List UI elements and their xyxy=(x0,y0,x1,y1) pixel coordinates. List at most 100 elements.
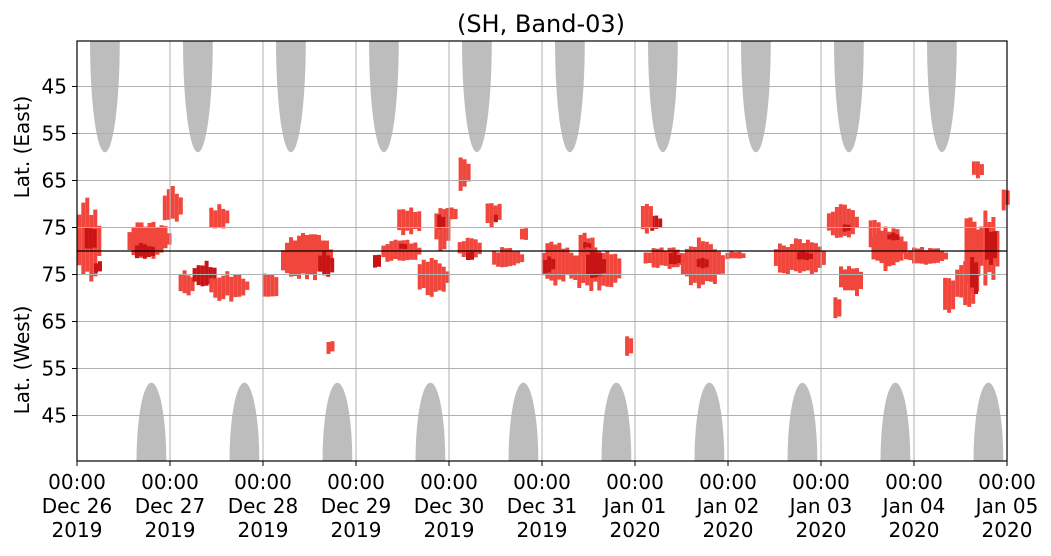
activity-cell xyxy=(245,281,250,290)
activity-cell xyxy=(947,278,952,313)
activity-cell xyxy=(590,237,595,255)
activity-cell xyxy=(97,225,102,256)
activity-cell xyxy=(493,214,498,223)
activity-cell xyxy=(241,278,246,296)
activity-patch-16 xyxy=(373,254,381,268)
activity-cell xyxy=(821,251,826,265)
activity-cell xyxy=(899,236,904,261)
activity-cell xyxy=(151,221,156,259)
activity-cell xyxy=(209,207,214,227)
activity-cell xyxy=(561,248,566,282)
y-tick-label: 55 xyxy=(42,357,67,381)
activity-cell xyxy=(330,341,335,352)
activity-cell xyxy=(405,239,410,261)
activity-cell xyxy=(648,206,653,229)
activity-cell xyxy=(421,259,426,289)
activity-cell xyxy=(477,242,482,255)
activity-patch-22 xyxy=(457,237,482,259)
activity-cell xyxy=(429,258,434,297)
activity-cell xyxy=(213,210,218,229)
y-tick-label: 65 xyxy=(42,169,67,193)
activity-cell xyxy=(733,252,738,259)
activity-cell xyxy=(629,338,634,354)
activity-cell xyxy=(879,230,884,264)
activity-cell xyxy=(684,248,689,277)
activity-cell xyxy=(979,226,984,266)
activity-cell xyxy=(221,275,226,300)
x-tick-label: 00:00 Dec 28 2019 xyxy=(228,470,299,542)
activity-cell xyxy=(658,218,663,228)
activity-cell xyxy=(578,234,583,257)
activity-cell xyxy=(166,189,171,220)
activity-cell xyxy=(976,229,981,277)
activity-patch-7 xyxy=(178,270,195,296)
no-data-region-5 xyxy=(462,41,492,153)
activity-cell xyxy=(643,252,648,264)
activity-cell xyxy=(94,263,98,273)
activity-cell xyxy=(217,204,222,228)
activity-cell xyxy=(680,254,685,275)
activity-cell xyxy=(834,207,839,238)
activity-patch-34 xyxy=(583,242,592,250)
activity-cell xyxy=(500,247,505,268)
x-tick-label: 00:00 Dec 29 2019 xyxy=(321,470,392,542)
activity-cell xyxy=(162,195,167,221)
activity-cell xyxy=(903,241,908,254)
y-tick-label: 45 xyxy=(42,404,67,428)
activity-cell xyxy=(266,274,271,297)
activity-cell xyxy=(797,252,802,260)
no-data-region-9 xyxy=(834,41,864,153)
activity-cell xyxy=(655,248,660,268)
x-tick-label-line: 00:00 xyxy=(978,470,1036,494)
activity-cell xyxy=(221,208,226,229)
activity-cell xyxy=(830,211,835,236)
activity-cell xyxy=(281,250,285,271)
activity-cell xyxy=(84,227,89,249)
x-tick-label-line: 2019 xyxy=(331,518,382,542)
activity-patch-60 xyxy=(970,257,979,294)
activity-cell xyxy=(847,266,851,291)
activity-cell xyxy=(737,251,742,259)
activity-cell xyxy=(993,231,997,259)
activity-patch-48 xyxy=(833,297,842,319)
activity-patch-12 xyxy=(318,251,335,277)
y-axis: 45 55 65 75 75 65 55 45 xyxy=(42,75,77,428)
activity-cell xyxy=(951,280,956,310)
activity-cell xyxy=(237,274,242,297)
y-tick-label: 55 xyxy=(42,122,67,146)
activity-cell xyxy=(573,256,578,280)
activity-patch-40 xyxy=(640,203,653,234)
activity-cell xyxy=(598,253,602,276)
activity-cell xyxy=(801,251,806,260)
activity-patch-21 xyxy=(417,258,450,297)
activity-cell xyxy=(959,265,964,298)
activity-cell xyxy=(891,232,896,241)
no-data-region-14 xyxy=(415,382,446,461)
activity-patch-27 xyxy=(445,207,458,220)
activity-cell xyxy=(557,242,562,280)
activity-cell xyxy=(594,252,598,278)
activity-cell xyxy=(602,259,606,273)
activity-cell xyxy=(170,186,175,219)
activity-cell xyxy=(293,240,297,277)
activity-cell xyxy=(504,248,509,267)
activity-cell xyxy=(696,258,701,267)
activity-cell xyxy=(583,242,588,250)
activity-cell xyxy=(826,213,831,231)
activity-patch-43 xyxy=(696,257,709,269)
activity-cell xyxy=(441,266,446,292)
activity-cell xyxy=(793,238,798,272)
activity-patch-24 xyxy=(492,247,525,268)
activity-cell xyxy=(524,228,528,240)
activity-patch-19 xyxy=(434,208,451,251)
x-tick-label: 00:00 Dec 27 2019 xyxy=(135,470,206,542)
activity-cell xyxy=(581,248,586,283)
activity-cell xyxy=(843,269,847,291)
activity-cell xyxy=(872,220,877,246)
activity-patch-57 xyxy=(943,277,956,313)
activity-cell xyxy=(225,271,230,296)
activity-cell xyxy=(159,225,164,253)
x-tick-label-line: 2019 xyxy=(238,518,289,542)
activity-cell xyxy=(445,208,450,219)
activity-cell xyxy=(895,234,900,240)
